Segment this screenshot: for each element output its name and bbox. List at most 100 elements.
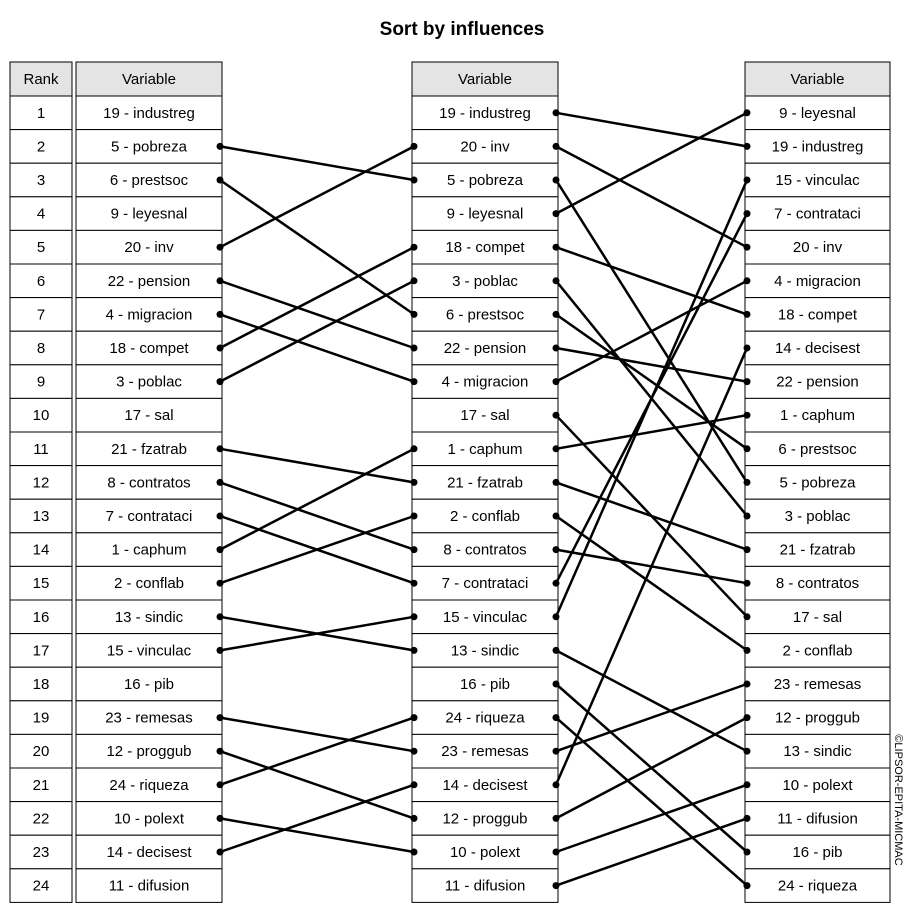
variable: 9 - leyesnal xyxy=(779,105,856,122)
endpoint xyxy=(410,445,418,453)
copyright: ©LIPSOR-EPITA-MICMAC xyxy=(892,734,904,865)
endpoint xyxy=(743,277,751,285)
endpoint xyxy=(743,882,751,890)
variable: 6 - prestsoc xyxy=(778,441,857,458)
endpoint xyxy=(410,243,418,251)
endpoint xyxy=(552,747,560,755)
endpoint xyxy=(410,613,418,621)
cell xyxy=(744,834,891,870)
variable: 7 - contrataci xyxy=(774,206,861,223)
variable: 1 - caphum xyxy=(780,407,855,424)
variable: 10 - polext xyxy=(782,777,853,794)
variable: 9 - leyesnal xyxy=(111,206,188,223)
rank: 2 xyxy=(37,138,45,155)
connection xyxy=(555,413,748,451)
cell xyxy=(411,229,559,265)
endpoint xyxy=(552,411,560,419)
rank: 14 xyxy=(33,542,50,559)
rank: 12 xyxy=(33,474,50,491)
endpoint xyxy=(216,646,224,654)
endpoint xyxy=(743,613,751,621)
endpoint xyxy=(410,142,418,150)
connection xyxy=(219,279,415,350)
connection xyxy=(219,246,415,350)
variable: 19 - industreg xyxy=(772,138,864,155)
column-header: Variable xyxy=(122,71,176,88)
endpoint xyxy=(216,848,224,856)
cell xyxy=(744,129,891,164)
endpoint xyxy=(552,277,560,285)
connection xyxy=(555,716,748,820)
cell xyxy=(744,868,891,903)
endpoint xyxy=(216,176,224,184)
endpoint xyxy=(410,714,418,722)
connection xyxy=(219,481,415,551)
variable: 11 - difusion xyxy=(109,878,190,895)
endpoint xyxy=(552,378,560,386)
endpoint xyxy=(216,344,224,352)
connection xyxy=(219,313,415,383)
variable: 7 - contrataci xyxy=(442,575,529,592)
endpoint xyxy=(552,781,560,789)
endpoint xyxy=(216,747,224,755)
rank: 13 xyxy=(33,508,50,525)
cell xyxy=(744,498,891,534)
variable: 12 - proggub xyxy=(442,810,527,827)
variable: 22 - pension xyxy=(444,340,527,357)
connection xyxy=(555,682,748,753)
cell xyxy=(9,95,73,131)
connections xyxy=(216,109,751,890)
variable: 14 - decisest xyxy=(442,777,528,794)
endpoint xyxy=(743,142,751,150)
endpoint xyxy=(552,109,560,117)
cell xyxy=(411,196,559,231)
variable: 11 - difusion xyxy=(777,810,858,827)
cell xyxy=(744,364,891,399)
rank: 3 xyxy=(37,172,45,189)
cell xyxy=(9,498,73,534)
endpoint xyxy=(552,445,560,453)
variable: 7 - contrataci xyxy=(106,508,193,525)
rank: 23 xyxy=(33,844,50,861)
endpoint xyxy=(552,714,560,722)
variable: 13 - sindic xyxy=(115,609,184,626)
endpoint xyxy=(216,579,224,587)
variable: 17 - sal xyxy=(460,407,509,424)
connection xyxy=(555,145,748,249)
rank: 1 xyxy=(37,105,45,122)
connection xyxy=(555,481,748,551)
cell xyxy=(411,633,559,668)
endpoint xyxy=(743,747,751,755)
endpoint xyxy=(410,176,418,184)
endpoint xyxy=(552,814,560,822)
connection xyxy=(219,447,415,551)
endpoint xyxy=(552,478,560,486)
connection xyxy=(219,750,415,820)
variable: 4 - migracion xyxy=(774,273,861,290)
endpoint xyxy=(552,142,560,150)
cell xyxy=(744,666,891,702)
cell xyxy=(744,532,891,567)
cell xyxy=(9,834,73,870)
variable: 24 - riqueza xyxy=(778,878,858,895)
variable: 6 - prestsoc xyxy=(446,306,525,323)
endpoint xyxy=(410,344,418,352)
endpoint xyxy=(216,277,224,285)
endpoint xyxy=(216,142,224,150)
variable: 16 - pib xyxy=(792,844,842,861)
endpoint xyxy=(743,344,751,352)
variable: 16 - pib xyxy=(460,676,510,693)
connection xyxy=(219,716,415,786)
connection xyxy=(555,246,748,316)
endpoint xyxy=(552,344,560,352)
cell xyxy=(9,666,73,702)
variable: 3 - poblac xyxy=(785,508,851,525)
rank: 6 xyxy=(37,273,45,290)
rank: 9 xyxy=(37,374,45,391)
variable: 9 - leyesnal xyxy=(447,206,524,223)
variable: 23 - remesas xyxy=(774,676,862,693)
rank: 19 xyxy=(33,710,50,727)
endpoint xyxy=(743,781,751,789)
endpoint xyxy=(410,814,418,822)
endpoint xyxy=(552,680,560,688)
